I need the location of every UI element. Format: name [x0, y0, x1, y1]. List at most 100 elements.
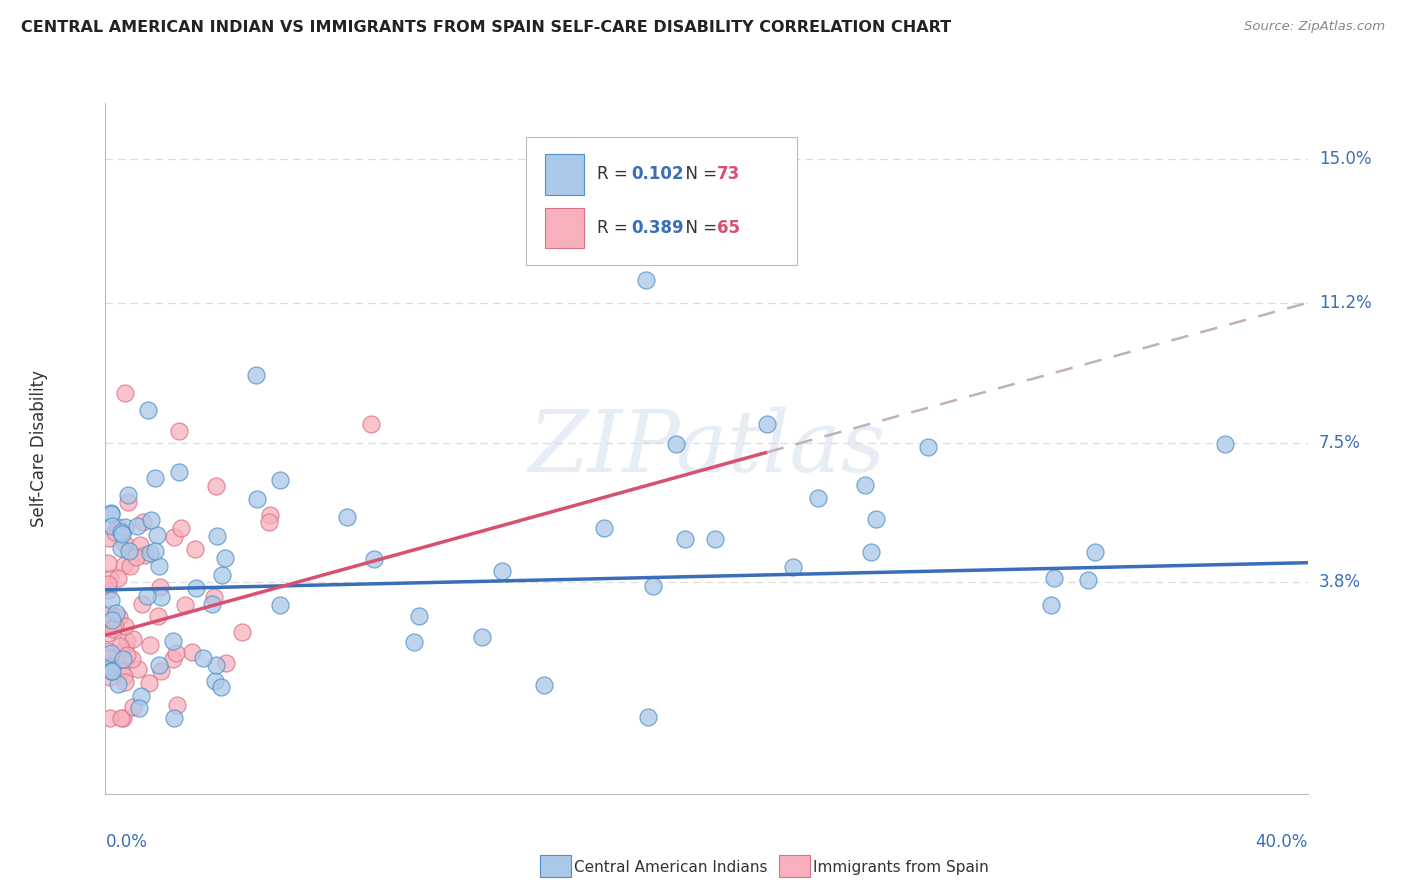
Point [174, 598, 197, 612]
Point [138, 546, 160, 560]
Text: 0.102: 0.102 [631, 166, 683, 184]
Point [114, 618, 136, 632]
Point [98, 571, 121, 585]
Text: 3.8%: 3.8% [1319, 574, 1361, 591]
Point [97, 577, 120, 591]
Point [104, 524, 127, 539]
Point [191, 651, 214, 665]
Point [641, 579, 664, 593]
Point [211, 568, 233, 582]
Text: Self-Care Disability: Self-Care Disability [31, 369, 48, 527]
Point [148, 658, 170, 673]
Point [163, 711, 186, 725]
Point [533, 678, 555, 692]
Point [104, 619, 127, 633]
Point [165, 646, 187, 660]
Point [131, 597, 153, 611]
Point [201, 597, 224, 611]
Text: 0.0%: 0.0% [105, 833, 148, 851]
Point [98, 670, 121, 684]
Point [139, 514, 162, 528]
Point [1039, 598, 1062, 612]
Point [363, 551, 385, 566]
Point [471, 630, 494, 644]
Point [107, 571, 129, 585]
Point [148, 559, 170, 574]
Point [136, 403, 159, 417]
Text: R =: R = [598, 219, 633, 236]
Point [121, 652, 143, 666]
Point [97, 582, 120, 597]
Point [100, 506, 122, 520]
Point [259, 515, 281, 529]
Text: ZIPatlas: ZIPatlas [527, 407, 886, 490]
Point [865, 511, 887, 525]
Point [859, 545, 882, 559]
Point [755, 417, 778, 431]
Point [114, 386, 136, 401]
Point [704, 532, 727, 546]
Point [98, 644, 121, 658]
Point [162, 633, 184, 648]
Point [100, 660, 122, 674]
Text: CENTRAL AMERICAN INDIAN VS IMMIGRANTS FROM SPAIN SELF-CARE DISABILITY CORRELATIO: CENTRAL AMERICAN INDIAN VS IMMIGRANTS FR… [21, 20, 952, 35]
Point [134, 548, 156, 562]
Point [127, 662, 149, 676]
Point [269, 599, 291, 613]
Text: 15.0%: 15.0% [1319, 150, 1371, 169]
Text: 40.0%: 40.0% [1256, 833, 1308, 851]
Point [117, 648, 139, 662]
Point [107, 676, 129, 690]
Point [121, 700, 143, 714]
Point [100, 507, 122, 521]
Point [186, 581, 208, 595]
Point [121, 632, 143, 646]
Point [163, 530, 186, 544]
Point [184, 542, 207, 557]
Point [853, 478, 876, 492]
Point [129, 689, 152, 703]
Point [408, 609, 430, 624]
Point [807, 491, 830, 506]
Point [128, 538, 150, 552]
Point [98, 607, 121, 621]
Point [112, 652, 135, 666]
Point [245, 368, 267, 382]
Point [120, 559, 142, 574]
Point [104, 606, 127, 620]
Point [110, 525, 132, 540]
Point [136, 589, 159, 603]
Point [149, 580, 172, 594]
Text: N =: N = [675, 219, 723, 236]
Text: 73: 73 [717, 166, 741, 184]
Point [101, 665, 124, 679]
Point [269, 473, 291, 487]
Point [117, 495, 139, 509]
Point [101, 519, 124, 533]
Point [593, 521, 616, 535]
Point [98, 711, 121, 725]
Point [115, 634, 138, 648]
Text: N =: N = [675, 166, 723, 184]
Point [125, 550, 148, 565]
Point [118, 543, 141, 558]
Point [128, 701, 150, 715]
Point [112, 558, 135, 573]
Point [673, 533, 696, 547]
Point [1077, 573, 1099, 587]
Point [204, 673, 226, 688]
Point [108, 639, 131, 653]
Point [97, 659, 120, 673]
Point [100, 664, 122, 678]
Point [207, 529, 229, 543]
Point [101, 613, 124, 627]
Point [167, 465, 190, 479]
Text: Central American Indians: Central American Indians [574, 860, 768, 874]
Point [114, 520, 136, 534]
Point [205, 657, 228, 672]
Point [782, 560, 804, 574]
Point [138, 638, 160, 652]
Point [111, 711, 134, 725]
Point [404, 635, 426, 649]
FancyBboxPatch shape [526, 137, 797, 265]
